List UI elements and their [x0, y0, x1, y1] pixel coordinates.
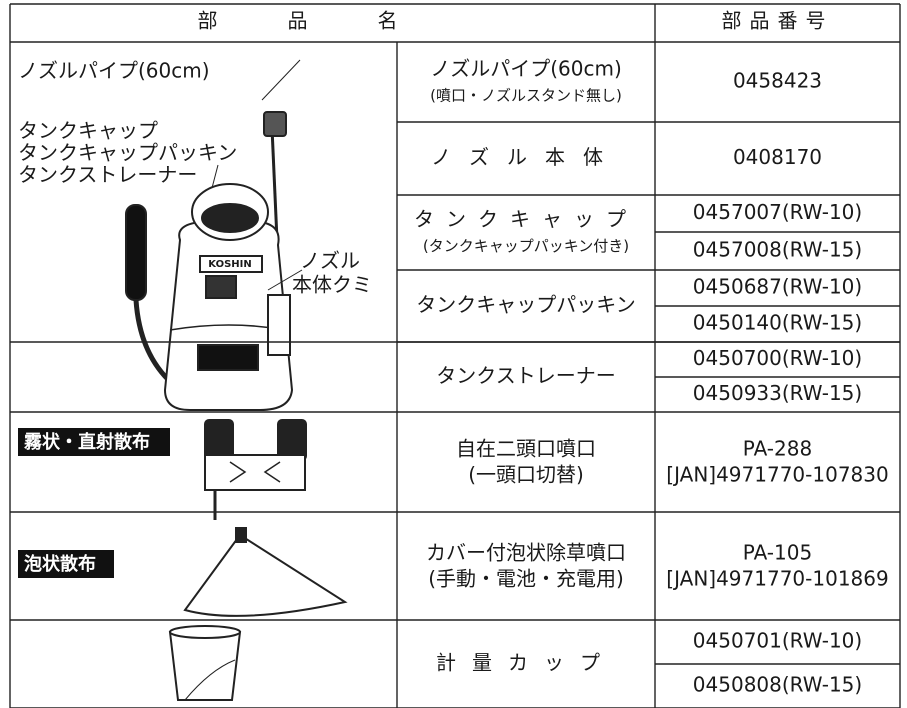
part-note: (タンクキャップパッキン付き)	[423, 237, 629, 255]
part-number: 0450933(RW-15)	[693, 381, 862, 405]
part-number: 0408170	[733, 145, 822, 169]
part-number: 0457007(RW-10)	[693, 200, 862, 224]
label-tank-part: タンクキャップパッキン	[18, 141, 237, 165]
part-name: 自在二頭口噴口	[456, 437, 596, 461]
part-number: 0450701(RW-10)	[693, 629, 862, 653]
part-number: [JAN]4971770-107830	[666, 463, 888, 487]
part-name: カバー付泡状除草噴口	[426, 541, 626, 565]
part-note: (一頭口切替)	[468, 463, 584, 487]
part-number: 0450808(RW-15)	[693, 673, 862, 697]
badge-bg	[18, 550, 114, 578]
part-name: タンクキャップ	[414, 207, 638, 231]
brand: KOSHIN	[208, 259, 251, 270]
label-tank-part: タンクストレーナー	[18, 163, 197, 187]
part-name: タンクストレーナー	[436, 364, 615, 388]
part-name: タンクキャップパッキン	[416, 293, 635, 317]
part-number: 0450687(RW-10)	[693, 275, 862, 299]
label-nozzle-body: ノズル	[300, 249, 360, 273]
badge-bg	[18, 428, 170, 456]
part-note: (噴口・ノズルスタンド無し)	[430, 87, 622, 105]
part-number: 0450700(RW-10)	[693, 346, 862, 370]
illustration	[125, 59, 348, 701]
part-name: ノズルパイプ(60cm)	[430, 57, 622, 81]
part-number: 0450140(RW-15)	[693, 311, 862, 335]
part-name: 計量カップ	[436, 651, 616, 675]
part-note: (手動・電池・充電用)	[428, 567, 624, 591]
header-name: 部品名	[198, 9, 468, 33]
badge: 泡状散布	[24, 553, 96, 575]
part-number: 0458423	[733, 69, 822, 93]
label-tank-part: タンクキャップ	[18, 119, 158, 143]
part-name: ノズル本体	[431, 145, 621, 169]
part-number: 0457008(RW-15)	[693, 238, 862, 262]
badge: 霧状・直射散布	[24, 431, 150, 453]
part-number: PA-288	[743, 437, 812, 461]
label-nozzle-pipe: ノズルパイプ(60cm)	[18, 59, 210, 83]
header-number: 部品番号	[722, 9, 834, 33]
label-nozzle-body: 本体クミ	[292, 273, 372, 297]
part-number: [JAN]4971770-101869	[666, 567, 888, 591]
part-number: PA-105	[743, 541, 812, 565]
